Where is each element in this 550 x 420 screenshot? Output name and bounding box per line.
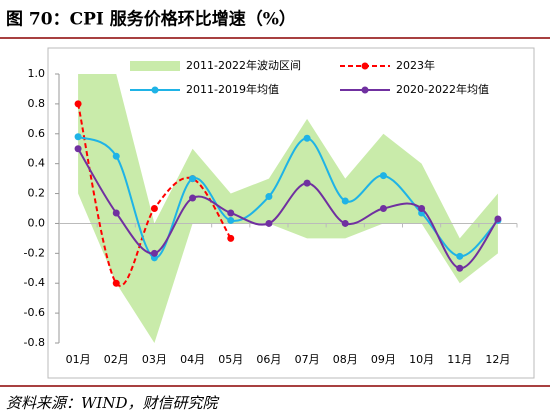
x-tick-label: 12月 [485, 353, 510, 366]
point [227, 234, 235, 242]
point [112, 152, 120, 160]
y-tick-label: 0.4 [28, 157, 46, 170]
y-tick-label: -0.6 [24, 306, 45, 319]
point [112, 279, 120, 287]
y-tick-label: 1.0 [28, 67, 46, 80]
source: 资料来源：WIND，财信研究院 [6, 394, 219, 412]
y-tick-label: -0.8 [24, 336, 45, 349]
legend-label: 2011-2019年均值 [186, 82, 279, 96]
point [227, 216, 235, 224]
x-tick-label: 05月 [218, 353, 243, 366]
point [303, 179, 311, 187]
point [189, 175, 197, 183]
point [150, 205, 158, 212]
x-tick-label: 11月 [447, 353, 472, 366]
x-tick-label: 09月 [371, 353, 396, 366]
point [112, 209, 120, 217]
point [341, 197, 349, 205]
x-tick-label: 01月 [66, 353, 91, 366]
y-tick-label: 0.2 [28, 187, 46, 200]
point [303, 134, 311, 142]
point [418, 205, 426, 212]
legend-marker [151, 86, 159, 94]
legend-marker [361, 86, 369, 94]
point [379, 172, 387, 180]
x-tick-label: 02月 [104, 353, 129, 366]
point [74, 145, 82, 153]
range-area [78, 74, 498, 343]
point [265, 193, 273, 201]
legend-label: 2020-2022年均值 [396, 82, 489, 96]
x-tick-label: 03月 [142, 353, 167, 366]
point [74, 100, 82, 108]
series-line [77, 103, 232, 287]
point [265, 219, 273, 227]
legend-label: 2011-2022年波动区间 [186, 58, 301, 72]
x-tick-label: 04月 [180, 353, 205, 366]
legend-marker [361, 62, 369, 70]
point [227, 209, 235, 217]
y-tick-label: -0.4 [24, 276, 45, 289]
point [74, 133, 82, 141]
legend-label: 2023年 [396, 58, 435, 72]
x-tick-label: 10月 [409, 353, 434, 366]
plot-frame [47, 47, 535, 379]
y-tick-label: 0.8 [28, 97, 46, 110]
point [150, 249, 158, 257]
point [341, 219, 349, 227]
x-tick-label: 08月 [333, 353, 358, 366]
series-line [77, 148, 499, 270]
point [379, 205, 387, 212]
x-tick-label: 06月 [256, 353, 281, 366]
y-tick-label: 0.0 [28, 216, 46, 229]
point [456, 252, 464, 260]
point [494, 215, 502, 223]
x-tick-label: 07月 [295, 353, 320, 366]
y-tick-label: -0.2 [24, 246, 45, 259]
y-tick-label: 0.6 [28, 127, 46, 140]
point [189, 194, 197, 202]
chart-title: 图 70：CPI 服务价格环比增速（%） [6, 9, 296, 30]
legend-swatch [130, 61, 180, 71]
point [456, 264, 464, 272]
